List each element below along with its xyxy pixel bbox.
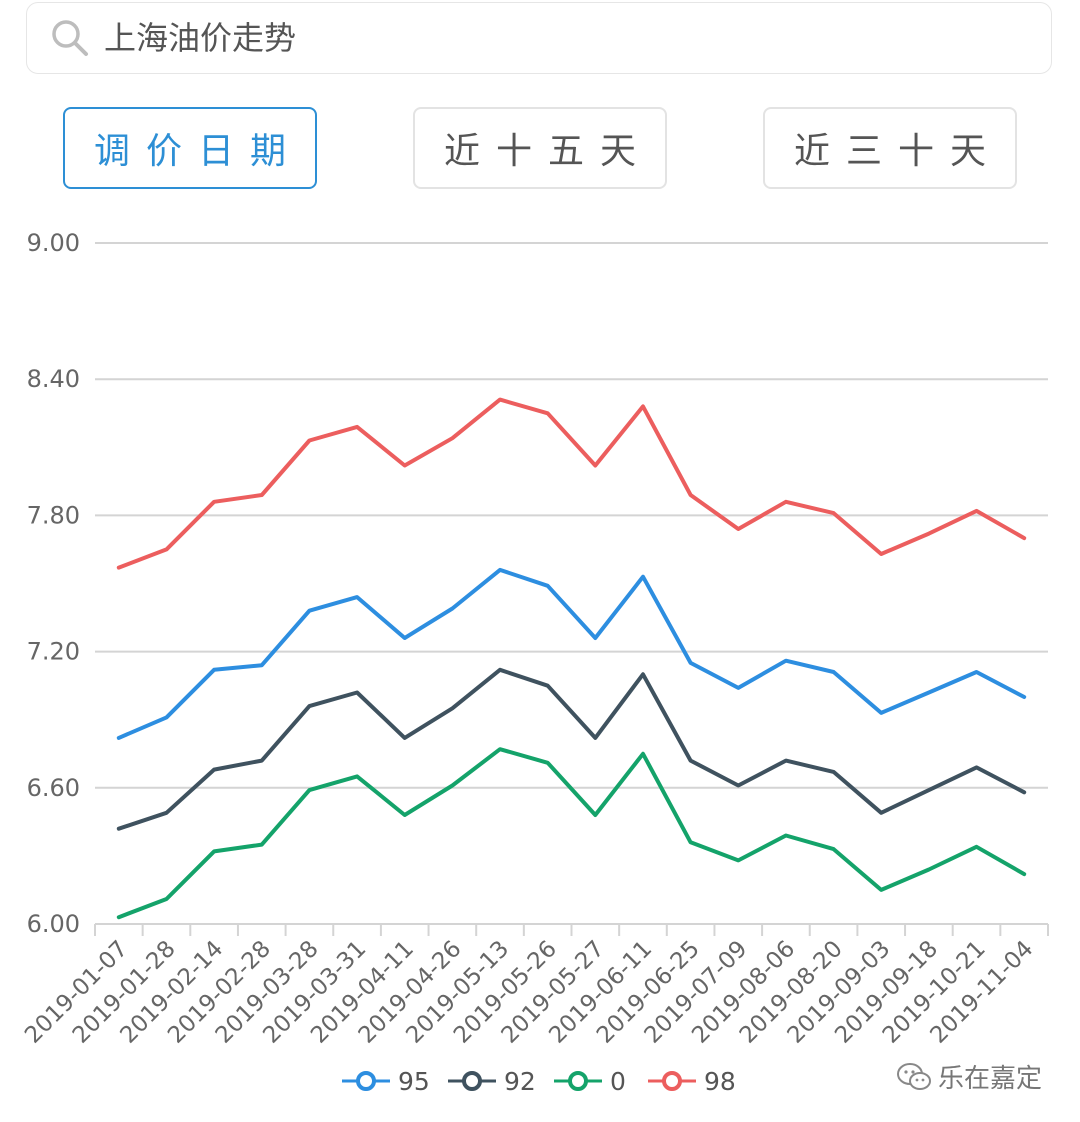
legend-label: 0 (610, 1067, 626, 1096)
tab-adjust-date[interactable]: 调价日期 (63, 107, 317, 189)
legend-swatch-marker (356, 1071, 376, 1091)
tab-label: 调价日期 (93, 131, 302, 172)
y-tick-label: 8.40 (27, 365, 80, 393)
series-98-line (116, 397, 1027, 570)
watermark: 乐在嘉定 (896, 1058, 1042, 1095)
tab-last-30-days[interactable]: 近三十天 (763, 107, 1017, 189)
y-tick-label: 6.60 (27, 774, 80, 802)
y-tick-label: 7.80 (27, 501, 80, 529)
legend-label: 95 (398, 1067, 430, 1096)
watermark-text: 乐在嘉定 (938, 1064, 1043, 1094)
wechat-icon (897, 1062, 931, 1090)
y-tick-label: 6.00 (27, 910, 80, 938)
tab-label: 近三十天 (793, 131, 1002, 172)
tab-label: 近十五天 (443, 131, 652, 172)
search-icon[interactable] (50, 18, 90, 58)
legend-swatch-marker (568, 1071, 588, 1091)
y-tick-label: 9.00 (27, 229, 80, 257)
legend-label: 98 (704, 1067, 736, 1096)
legend-swatch-marker (462, 1071, 482, 1091)
series-95-line (116, 567, 1027, 740)
series-92-line (116, 667, 1027, 831)
search-input[interactable] (104, 10, 1004, 62)
legend-label: 92 (504, 1067, 536, 1096)
legend-swatch-marker (662, 1071, 682, 1091)
price-line-chart: 9.008.407.807.206.606.002019-01-072019-0… (20, 229, 1049, 1096)
y-tick-label: 7.20 (27, 638, 80, 666)
tab-last-15-days[interactable]: 近十五天 (413, 107, 667, 189)
series-0-line (116, 747, 1027, 920)
